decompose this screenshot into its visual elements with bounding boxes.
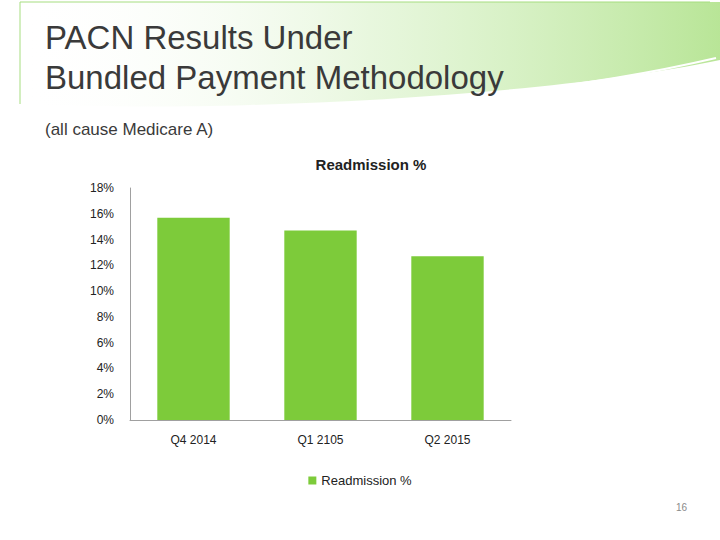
html-text:Bundled Payment Methodology: Bundled Payment Methodology: [45, 59, 504, 96]
svg-text:10%: 10%: [90, 284, 114, 298]
svg-text:4%: 4%: [97, 361, 115, 375]
svg-text:Q2 2015: Q2 2015: [424, 433, 470, 447]
svg-text:Readmission %: Readmission %: [321, 473, 412, 488]
svg-text:Q4 2014: Q4 2014: [170, 433, 216, 447]
svg-text:16%: 16%: [90, 207, 114, 221]
svg-text:14%: 14%: [90, 233, 114, 247]
svg-text:2%: 2%: [97, 387, 115, 401]
svg-text:18%: 18%: [90, 181, 114, 195]
html-text:PACN Results Under: PACN Results Under: [45, 19, 353, 56]
html-text:(all cause Medicare A): (all cause Medicare A): [45, 120, 214, 139]
html-text:16: 16: [676, 502, 688, 513]
svg-text:6%: 6%: [97, 336, 115, 350]
svg-text:12%: 12%: [90, 258, 114, 272]
svg-text:0%: 0%: [97, 413, 115, 427]
svg-text:8%: 8%: [97, 310, 115, 324]
svg-text:Q1 2105: Q1 2105: [297, 433, 343, 447]
svg-text:Readmission %: Readmission %: [316, 156, 427, 173]
